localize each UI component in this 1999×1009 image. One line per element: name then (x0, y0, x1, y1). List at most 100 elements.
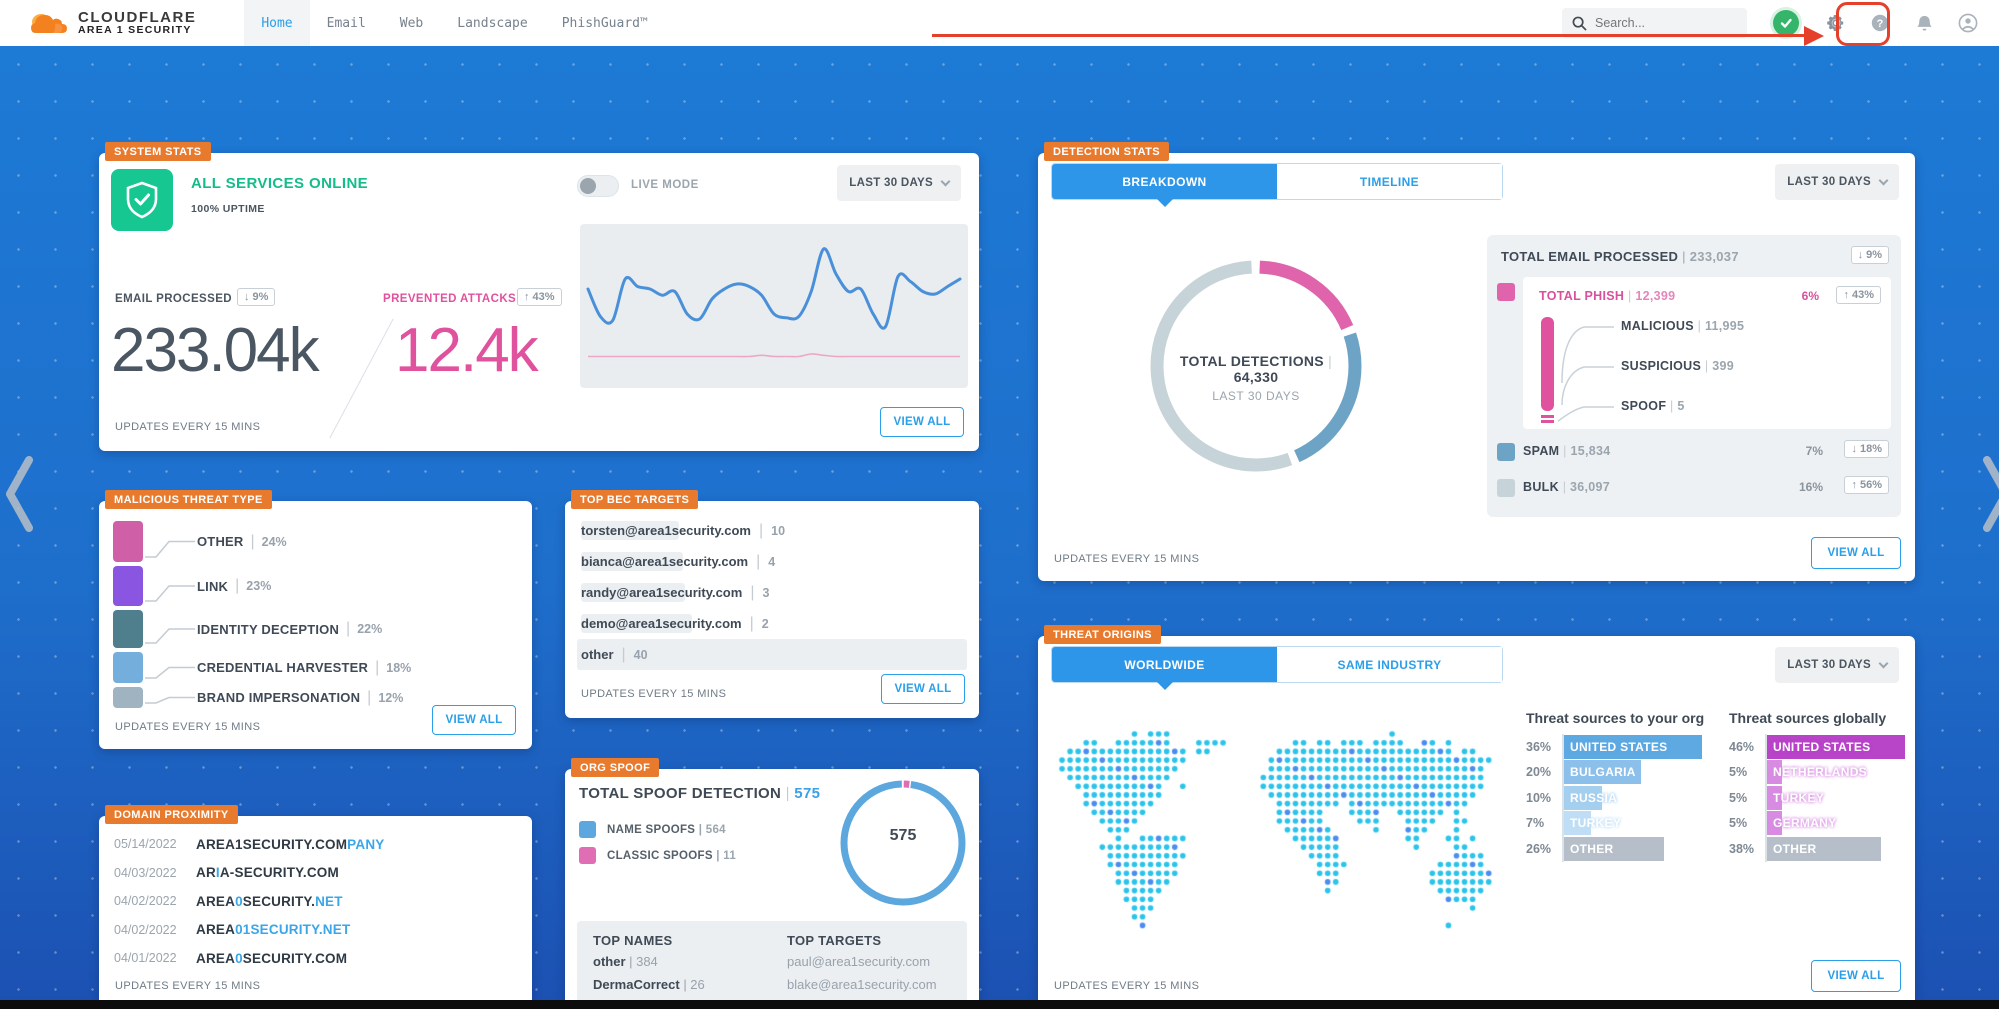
carousel-left-chevron-icon[interactable] (4, 454, 34, 534)
domain-name: ARIA-SECURITY.COM (196, 865, 339, 881)
tab-breakdown[interactable]: BREAKDOWN (1052, 164, 1277, 207)
view-all-button[interactable]: VIEW ALL (880, 407, 964, 437)
domain-row[interactable]: 04/01/2022 AREA0SECURITY.COM (99, 944, 532, 973)
bec-target-row[interactable]: other | 40 (577, 639, 967, 670)
domain-date: 04/03/2022 (114, 865, 177, 880)
notifications-bell-icon[interactable] (1911, 10, 1937, 36)
org-spoof-donut-chart (840, 780, 966, 906)
nav-tab-landscape[interactable]: Landscape (457, 15, 528, 31)
total-phish-delta-badge: ↑ 43% (1836, 286, 1881, 304)
email-traffic-sparkline (586, 247, 962, 358)
domain-row[interactable]: 04/02/2022 AREA01SECURITY.NET (99, 916, 532, 945)
email-processed-delta-badge: ↓ 9% (237, 288, 276, 306)
date-range-dropdown[interactable]: LAST 30 DAYS (1775, 164, 1899, 200)
domain-list: 05/14/2022 AREA1SECURITY.COMPANY 04/03/2… (99, 830, 532, 973)
connector-line (145, 666, 195, 679)
threat-source-pct: 26% (1526, 841, 1552, 856)
updates-label: UPDATES EVERY 15 MINS (581, 688, 727, 700)
carousel-right-chevron-icon[interactable] (1982, 454, 1999, 534)
threat-origin-tabs: WORLDWIDE SAME INDUSTRY (1051, 646, 1503, 690)
updates-label: UPDATES EVERY 15 MINS (115, 721, 261, 733)
connector-line (145, 540, 195, 558)
legend-swatch (579, 821, 596, 838)
top-name-row: DermaCorrect | 26 (593, 977, 705, 992)
total-email-processed: TOTAL EMAIL PROCESSED | 233,037 (1501, 249, 1739, 264)
threat-source-bar: TURKEY (1564, 811, 1621, 836)
detection-stats-card: DETECTION STATS BREAKDOWN TIMELINE LAST 3… (1038, 142, 1915, 581)
bec-target-row[interactable]: demo@area1security.com | 2 (581, 614, 769, 633)
verified-check-icon[interactable] (1773, 10, 1799, 36)
bec-target-row[interactable]: torsten@area1security.com | 10 (581, 521, 786, 540)
bec-target-count: 2 (761, 616, 769, 631)
threat-source-bar: BULGARIA (1564, 760, 1641, 785)
total-phish-panel: TOTAL PHISH | 12,399 6% ↑ 43% MALI (1523, 277, 1891, 429)
svg-text:?: ? (1877, 18, 1884, 30)
threat-type-swatch (113, 566, 143, 606)
org-sources-title: Threat sources to your org (1526, 710, 1705, 726)
topbar-actions: ? (1562, 8, 1981, 38)
view-all-button[interactable]: VIEW ALL (432, 705, 516, 735)
threat-type-row: BRAND IMPERSONATION | 12% (113, 687, 411, 708)
nav-tab-email[interactable]: Email (326, 15, 366, 31)
domain-row[interactable]: 04/03/2022 ARIA-SECURITY.COM (99, 859, 532, 888)
domain-name: AREA1SECURITY.COMPANY (196, 836, 385, 852)
threat-type-swatch (113, 687, 143, 708)
connector-line (145, 628, 195, 644)
threat-type-pct: 18% (386, 660, 412, 675)
search-box[interactable] (1562, 8, 1747, 38)
account-user-icon[interactable] (1955, 10, 1981, 36)
org-sources-bars: 36% UNITED STATES 20% BULGARIA 10% RUSSI… (1526, 734, 1704, 862)
nav-tab-web[interactable]: Web (399, 15, 424, 31)
uptime-label: 100% UPTIME (191, 203, 265, 215)
card-tag: DOMAIN PROXIMITY (105, 805, 238, 824)
phish-connector-lines (1557, 326, 1614, 422)
threat-source-bar: OTHER (1564, 836, 1664, 861)
org-spoof-donut-value: 575 (889, 827, 917, 844)
threat-type-row: OTHER | 24% (113, 521, 411, 562)
threat-source-pct: 46% (1729, 739, 1755, 754)
date-range-label: LAST 30 DAYS (1787, 659, 1871, 671)
phish-child-row: SUSPICIOUS | 399 (1621, 359, 1734, 373)
bec-target-row[interactable]: bianca@area1security.com | 4 (581, 552, 776, 571)
threat-type-label: LINK (197, 578, 229, 594)
view-all-button[interactable]: VIEW ALL (1811, 960, 1901, 992)
email-processed-value: 233.04k (111, 316, 320, 385)
help-icon[interactable]: ? (1867, 10, 1893, 36)
cloudflare-cloud-icon (31, 14, 67, 33)
up-arrow-icon: ↑ (1843, 289, 1849, 301)
search-input[interactable] (1595, 16, 1735, 30)
domain-row[interactable]: 05/14/2022 AREA1SECURITY.COMPANY (99, 830, 532, 859)
tab-same-industry[interactable]: SAME INDUSTRY (1277, 647, 1502, 682)
tab-worldwide[interactable]: WORLDWIDE (1052, 647, 1277, 690)
top-target-row: paul@area1security.com (787, 954, 931, 969)
date-range-dropdown[interactable]: LAST 30 DAYS (837, 165, 961, 201)
total-phish-row: TOTAL PHISH | 12,399 (1539, 289, 1676, 303)
bulk-legend-swatch (1497, 479, 1515, 497)
nav-tab-home[interactable]: Home (244, 0, 310, 46)
bec-target-count: 10 (771, 523, 786, 538)
live-mode-toggle[interactable] (577, 175, 619, 197)
domain-row[interactable]: 04/02/2022 AREA0SECURITY.NET (99, 887, 532, 916)
card-tag: DETECTION STATS (1044, 142, 1170, 161)
detections-donut-center: TOTAL DETECTIONS | 64,330 LAST 30 DAYS (1156, 353, 1356, 403)
domain-date: 05/14/2022 (114, 837, 177, 852)
updates-label: UPDATES EVERY 15 MINS (115, 421, 261, 433)
spam-pct: 7% (1805, 444, 1823, 458)
system-stats-card: SYSTEM STATS ALL SERVICES ONLINE 100% UP… (99, 142, 979, 451)
nav-tab-phishguard[interactable]: PhishGuard™ (561, 15, 648, 31)
view-all-button[interactable]: VIEW ALL (881, 674, 965, 704)
chevron-down-icon (1878, 658, 1889, 669)
spoof-legend: NAME SPOOFS | 564 CLASSIC SPOOFS | 11 (579, 821, 736, 873)
threat-type-swatch (113, 652, 143, 683)
date-range-dropdown[interactable]: LAST 30 DAYS (1775, 647, 1899, 683)
bec-target-row[interactable]: randy@area1security.com | 3 (581, 583, 770, 602)
domain-date: 04/02/2022 (114, 922, 177, 937)
down-arrow-icon: ↓ (244, 291, 250, 303)
cloudflare-logo[interactable]: CLOUDFLARE AREA 1 SECURITY (28, 9, 196, 37)
updates-label: UPDATES EVERY 15 MINS (1054, 553, 1200, 565)
tab-timeline[interactable]: TIMELINE (1277, 164, 1502, 199)
bec-target-list: torsten@area1security.com | 10 bianca@area… (565, 515, 979, 670)
view-all-button[interactable]: VIEW ALL (1811, 537, 1901, 569)
annotation-arrow-line (932, 34, 1808, 37)
email-traffic-chart (580, 224, 968, 388)
